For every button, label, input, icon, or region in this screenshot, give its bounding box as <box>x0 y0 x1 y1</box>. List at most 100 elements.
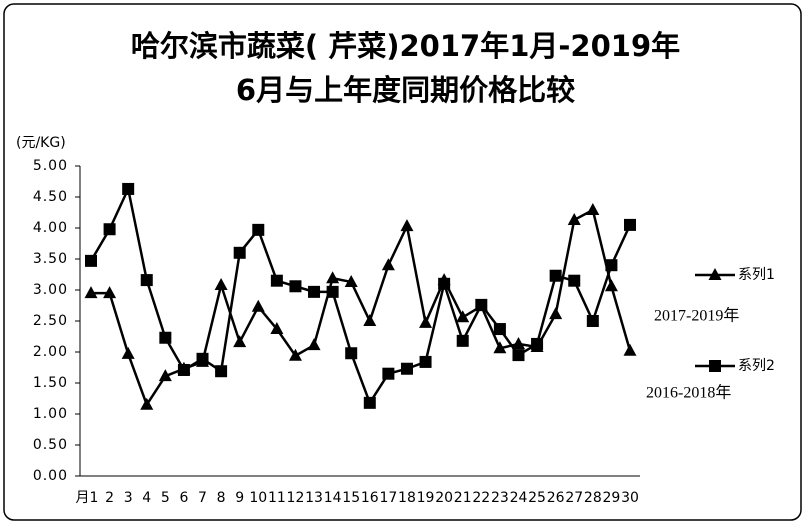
marker <box>381 258 395 271</box>
marker <box>159 331 172 344</box>
marker <box>233 335 247 348</box>
x-tick-label: 17 <box>379 490 397 506</box>
y-tick-label: 3.50 <box>33 251 68 267</box>
x-tick-label: 13 <box>305 490 323 506</box>
marker <box>549 269 562 282</box>
x-tick-label: 4 <box>142 490 151 506</box>
marker <box>233 246 246 259</box>
y-tick-label: 2.00 <box>33 344 68 360</box>
marker <box>252 223 265 236</box>
x-tick-label: 29 <box>602 490 620 506</box>
marker <box>549 307 563 320</box>
marker <box>456 334 469 347</box>
x-tick-label: 24 <box>510 490 528 506</box>
x-tick-label: 14 <box>324 490 342 506</box>
marker <box>344 274 358 287</box>
marker <box>103 223 116 236</box>
marker <box>438 277 451 290</box>
x-tick-label: 28 <box>584 490 602 506</box>
x-tick-label: 16 <box>361 490 379 506</box>
marker <box>363 314 377 326</box>
marker <box>251 299 265 312</box>
x-tick-label: 26 <box>547 490 565 506</box>
x-tick-label: 7 <box>198 490 207 506</box>
y-tick-label: 0.50 <box>33 437 68 453</box>
marker <box>493 341 507 354</box>
y-tick-label: 1.00 <box>33 406 68 422</box>
marker <box>400 362 413 375</box>
marker <box>308 285 321 298</box>
marker <box>326 285 339 298</box>
marker <box>382 367 395 380</box>
annotation: 2016-2018年 <box>646 384 731 402</box>
x-tick-label: 10 <box>249 490 267 506</box>
marker <box>512 349 525 362</box>
marker <box>307 338 321 351</box>
x-tick-label: 2 <box>105 490 114 506</box>
marker <box>511 336 525 349</box>
x-tick-label: 30 <box>621 490 639 506</box>
x-tick-label: 月1 <box>76 490 99 506</box>
y-tick-label: 5.00 <box>33 158 68 174</box>
y-tick-label: 3.00 <box>33 282 68 298</box>
marker <box>140 274 153 287</box>
marker <box>419 315 433 328</box>
marker <box>122 182 135 195</box>
marker <box>103 286 117 299</box>
marker <box>586 315 599 327</box>
x-tick-label: 20 <box>435 490 453 506</box>
x-tick-label: 12 <box>287 490 305 506</box>
marker <box>624 218 636 231</box>
marker <box>289 280 302 293</box>
y-axis-label: (元/KG) <box>16 135 66 151</box>
x-tick-label: 15 <box>342 490 360 506</box>
legend-label: 系列1 <box>738 267 775 283</box>
marker <box>709 360 721 372</box>
x-tick-label: 5 <box>161 490 170 506</box>
x-tick-label: 6 <box>179 490 188 506</box>
marker <box>288 348 302 361</box>
marker <box>214 278 228 291</box>
marker <box>493 323 506 336</box>
annotation: 2017-2019年 <box>654 307 739 325</box>
x-tick-label: 11 <box>268 490 286 506</box>
x-tick-label: 19 <box>417 490 435 506</box>
marker <box>623 343 637 356</box>
marker <box>531 337 544 350</box>
y-tick-label: 2.50 <box>33 313 68 329</box>
marker <box>177 363 190 376</box>
x-tick-label: 27 <box>565 490 583 506</box>
y-tick-label: 1.50 <box>33 375 68 391</box>
marker <box>604 279 618 292</box>
marker <box>326 271 340 284</box>
x-tick-label: 18 <box>398 490 416 506</box>
marker <box>475 298 488 311</box>
marker <box>270 274 283 287</box>
legend-label: 系列2 <box>738 358 775 374</box>
marker <box>586 203 600 216</box>
series-line <box>89 184 632 406</box>
marker <box>270 322 284 335</box>
marker <box>400 219 414 232</box>
marker <box>708 268 722 280</box>
chart-title: 哈尔滨市蔬菜( 芹菜)2017年1月-2019年6月与上年度同期价格比较 <box>130 29 681 107</box>
marker <box>158 369 172 382</box>
x-tick-label: 21 <box>454 490 472 506</box>
x-tick-label: 25 <box>528 490 546 506</box>
marker <box>567 212 581 225</box>
marker <box>196 352 209 365</box>
marker <box>85 254 97 267</box>
marker <box>140 397 154 410</box>
marker <box>363 396 376 409</box>
marker <box>456 310 470 323</box>
x-tick-label: 9 <box>235 490 244 506</box>
marker <box>121 346 135 359</box>
y-tick-label: 0.00 <box>33 468 68 484</box>
marker <box>605 259 618 272</box>
y-tick-label: 4.00 <box>33 220 68 236</box>
x-tick-label: 23 <box>491 490 509 506</box>
y-tick-label: 4.50 <box>33 189 68 205</box>
marker <box>345 347 358 360</box>
